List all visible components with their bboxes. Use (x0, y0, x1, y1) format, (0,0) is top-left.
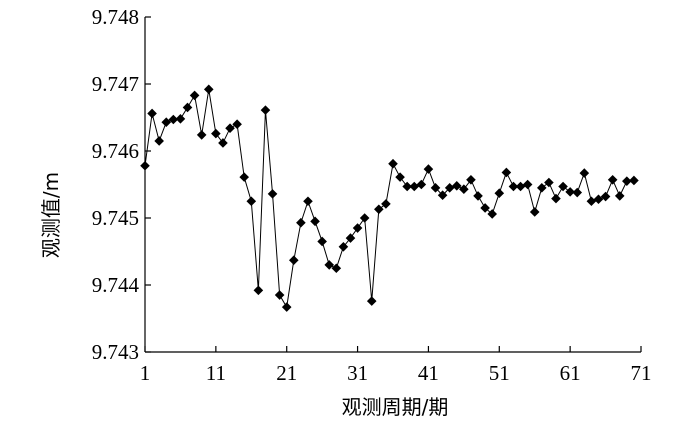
data-point (629, 175, 639, 186)
data-point (607, 175, 618, 185)
data-point (551, 193, 561, 204)
data-point (487, 209, 497, 219)
data-point (388, 158, 398, 169)
data-point (168, 114, 179, 125)
data-point (211, 128, 221, 139)
data-point (352, 223, 363, 233)
data-point (529, 207, 540, 217)
data-point (451, 181, 462, 191)
data-point (310, 216, 320, 227)
data-point (232, 119, 242, 129)
data-point (515, 181, 526, 192)
data-point (522, 179, 533, 190)
data-point (189, 90, 200, 101)
data-point (203, 84, 214, 95)
x-tick-label: 71 (631, 361, 652, 385)
data-point (196, 130, 207, 140)
data-point (544, 177, 554, 188)
data-point (409, 181, 420, 192)
data-point (345, 233, 356, 243)
data-point (239, 172, 249, 182)
y-tick-label: 9.746 (92, 139, 139, 163)
y-tick-label: 9.748 (92, 5, 139, 29)
data-point (267, 189, 278, 199)
data-point (161, 117, 172, 127)
data-point (281, 302, 292, 312)
data-point (140, 160, 150, 171)
data-point (338, 242, 349, 252)
data-point (622, 176, 632, 186)
x-tick-label: 61 (560, 361, 581, 385)
data-point (586, 196, 597, 207)
y-tick-label: 9.747 (92, 72, 139, 96)
data-point (175, 114, 186, 124)
data-point (473, 191, 483, 201)
data-point (402, 181, 412, 192)
data-point (225, 123, 235, 134)
data-point (274, 290, 285, 300)
data-point (565, 187, 575, 197)
data-point (381, 199, 391, 209)
data-point (572, 187, 583, 198)
data-point (147, 108, 157, 119)
data-point (366, 296, 377, 306)
series-line (144, 89, 634, 309)
data-point (444, 183, 455, 193)
data-point (558, 181, 568, 192)
data-point (374, 204, 384, 215)
data-point (331, 263, 342, 274)
data-point (317, 236, 327, 247)
x-tick-label: 11 (206, 361, 226, 385)
data-point (437, 190, 448, 201)
data-point (508, 181, 519, 192)
data-point (423, 164, 434, 174)
data-point (182, 102, 193, 113)
x-tick-label: 21 (276, 361, 297, 385)
data-point (416, 179, 427, 190)
data-point (260, 105, 271, 115)
x-tick-label: 41 (418, 361, 439, 385)
data-point (395, 172, 405, 182)
y-tick-label: 9.744 (92, 273, 140, 297)
data-point (246, 196, 257, 207)
series-layer (140, 84, 639, 312)
data-point (289, 255, 299, 266)
data-point (324, 260, 335, 270)
data-point (303, 196, 313, 207)
x-tick-label: 31 (347, 361, 368, 385)
data-point (480, 203, 490, 213)
data-point (459, 184, 469, 194)
y-axis-title: 观测值/m (39, 172, 63, 258)
x-tick-label: 1 (140, 361, 151, 385)
data-point (501, 167, 512, 178)
data-point (430, 183, 441, 193)
data-point (494, 188, 505, 199)
data-point (296, 217, 306, 228)
y-tick-label: 9.743 (92, 340, 139, 364)
x-axis-title: 观测周期/期 (342, 395, 449, 419)
data-point (600, 191, 611, 202)
data-point (537, 183, 547, 193)
x-tick-label: 51 (489, 361, 510, 385)
data-point (218, 138, 228, 148)
data-point (359, 213, 370, 223)
data-point (253, 285, 264, 296)
data-point (593, 194, 604, 205)
data-point (466, 175, 476, 185)
data-point (579, 168, 590, 178)
data-point (614, 191, 625, 201)
y-tick-label: 9.745 (92, 206, 139, 230)
axes (144, 17, 641, 353)
data-point (154, 136, 164, 146)
